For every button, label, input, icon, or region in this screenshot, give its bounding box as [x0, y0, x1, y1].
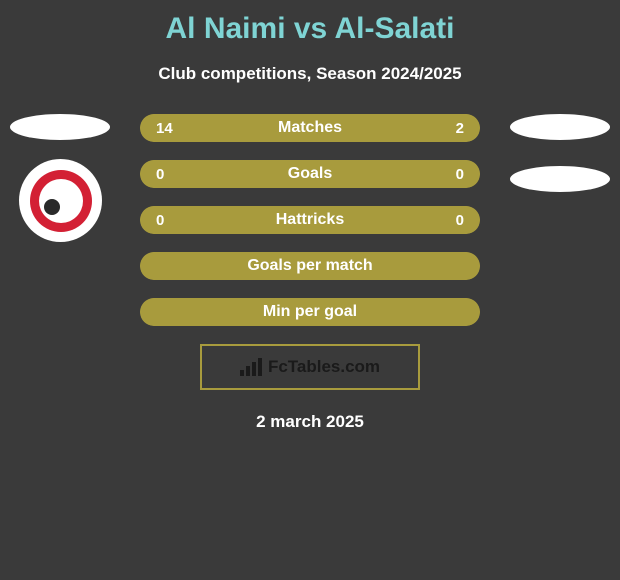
- stat-label: Goals per match: [140, 257, 480, 275]
- stat-row: 00Goals: [140, 160, 480, 188]
- player-right-avatar-block: [510, 114, 610, 192]
- page-title: Al Naimi vs Al-Salati: [0, 0, 620, 46]
- player-left-crest: [19, 159, 102, 242]
- date-label: 2 march 2025: [0, 412, 620, 432]
- stat-label: Matches: [140, 119, 480, 137]
- comparison-panel: 142Matches 00Goals 00Hattricks Goals per ma…: [0, 114, 620, 432]
- brand-label: FcTables.com: [268, 357, 380, 377]
- player-left-avatar-block: [10, 114, 110, 242]
- subtitle: Club competitions, Season 2024/2025: [0, 64, 620, 84]
- stat-label: Min per goal: [140, 303, 480, 321]
- player-right-placeholder-2: [510, 166, 610, 192]
- crest-ball-icon: [44, 199, 60, 215]
- stat-label: Goals: [140, 165, 480, 183]
- player-left-placeholder: [10, 114, 110, 140]
- bar-chart-icon: [240, 358, 262, 376]
- brand-box[interactable]: FcTables.com: [200, 344, 420, 390]
- stat-row: 142Matches: [140, 114, 480, 142]
- stat-row: 00Hattricks: [140, 206, 480, 234]
- crest-icon: [30, 170, 92, 232]
- player-right-placeholder: [510, 114, 610, 140]
- stats-list: 142Matches 00Goals 00Hattricks Goals per ma…: [140, 114, 480, 326]
- crest-inner-icon: [39, 179, 83, 223]
- stat-row: Goals per match: [140, 252, 480, 280]
- stat-label: Hattricks: [140, 211, 480, 229]
- stat-row: Min per goal: [140, 298, 480, 326]
